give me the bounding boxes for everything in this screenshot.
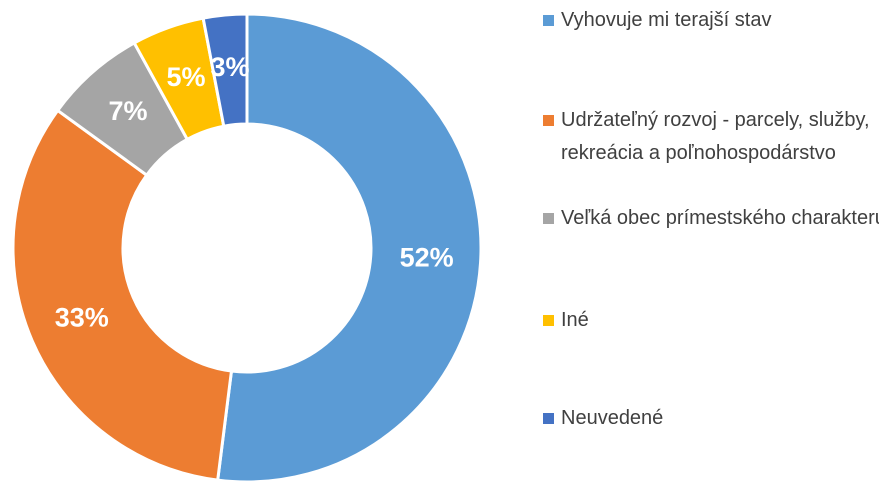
legend-item: Udržateľný rozvoj - parcely, služby, rek… [543,104,879,170]
legend-item: Vyhovuje mi terajší stav [543,4,879,37]
legend-label: Vyhovuje mi terajší stav [561,9,772,31]
data-label: 5% [167,62,206,92]
legend-item: Neuvedené [543,402,879,435]
legend-swatch [543,315,554,326]
legend-label: Veľká obec prímestského charakteru [561,207,879,229]
legend-label: Iné [561,309,589,331]
data-label: 3% [211,52,250,82]
donut-slice [215,12,483,482]
legend-swatch [543,115,554,126]
data-label: 33% [55,303,109,333]
legend-swatch [543,15,554,26]
legend-label: Neuvedené [561,407,664,429]
legend-label: Udržateľný rozvoj - parcely, služby, rek… [561,109,870,164]
donut-slice [201,12,249,128]
legend-item: Iné [543,304,879,337]
legend-item: Veľká obec prímestského charakteru [543,202,879,235]
data-label: 52% [400,242,454,272]
data-label: 7% [108,96,147,126]
donut-slice [11,108,234,482]
legend-swatch [543,213,554,224]
chart: 52% 33% 7% 5% 3% [11,12,483,482]
legend-swatch [543,413,554,424]
